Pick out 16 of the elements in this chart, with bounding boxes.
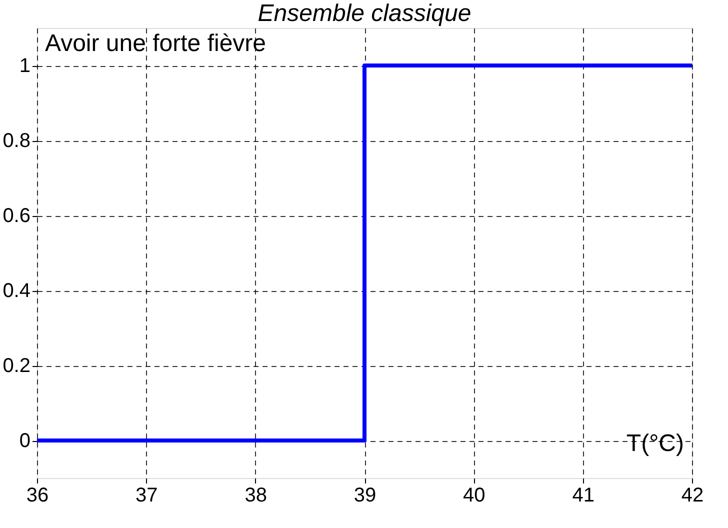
y-tick-label: 0.4 bbox=[2, 280, 30, 302]
annotation: Avoir une forte fièvre bbox=[45, 30, 266, 57]
x-tick-label: 36 bbox=[26, 484, 49, 506]
x-tick-label: 38 bbox=[244, 484, 267, 506]
x-tick-label: 39 bbox=[354, 484, 376, 506]
x-axis-title: T(°C) bbox=[626, 430, 684, 457]
y-tick-label: 0.2 bbox=[2, 355, 30, 377]
chart-title: Ensemble classique bbox=[258, 0, 472, 27]
x-tick-label: 42 bbox=[681, 484, 704, 506]
x-tick-label: 37 bbox=[136, 484, 158, 506]
y-tick-label: 1 bbox=[19, 55, 30, 77]
y-tick-label: 0 bbox=[19, 430, 30, 452]
x-tick-label: 41 bbox=[572, 484, 594, 506]
y-tick-label: 0.6 bbox=[2, 205, 30, 227]
y-tick-label: 0.8 bbox=[2, 130, 30, 152]
x-tick-label: 40 bbox=[463, 484, 486, 506]
